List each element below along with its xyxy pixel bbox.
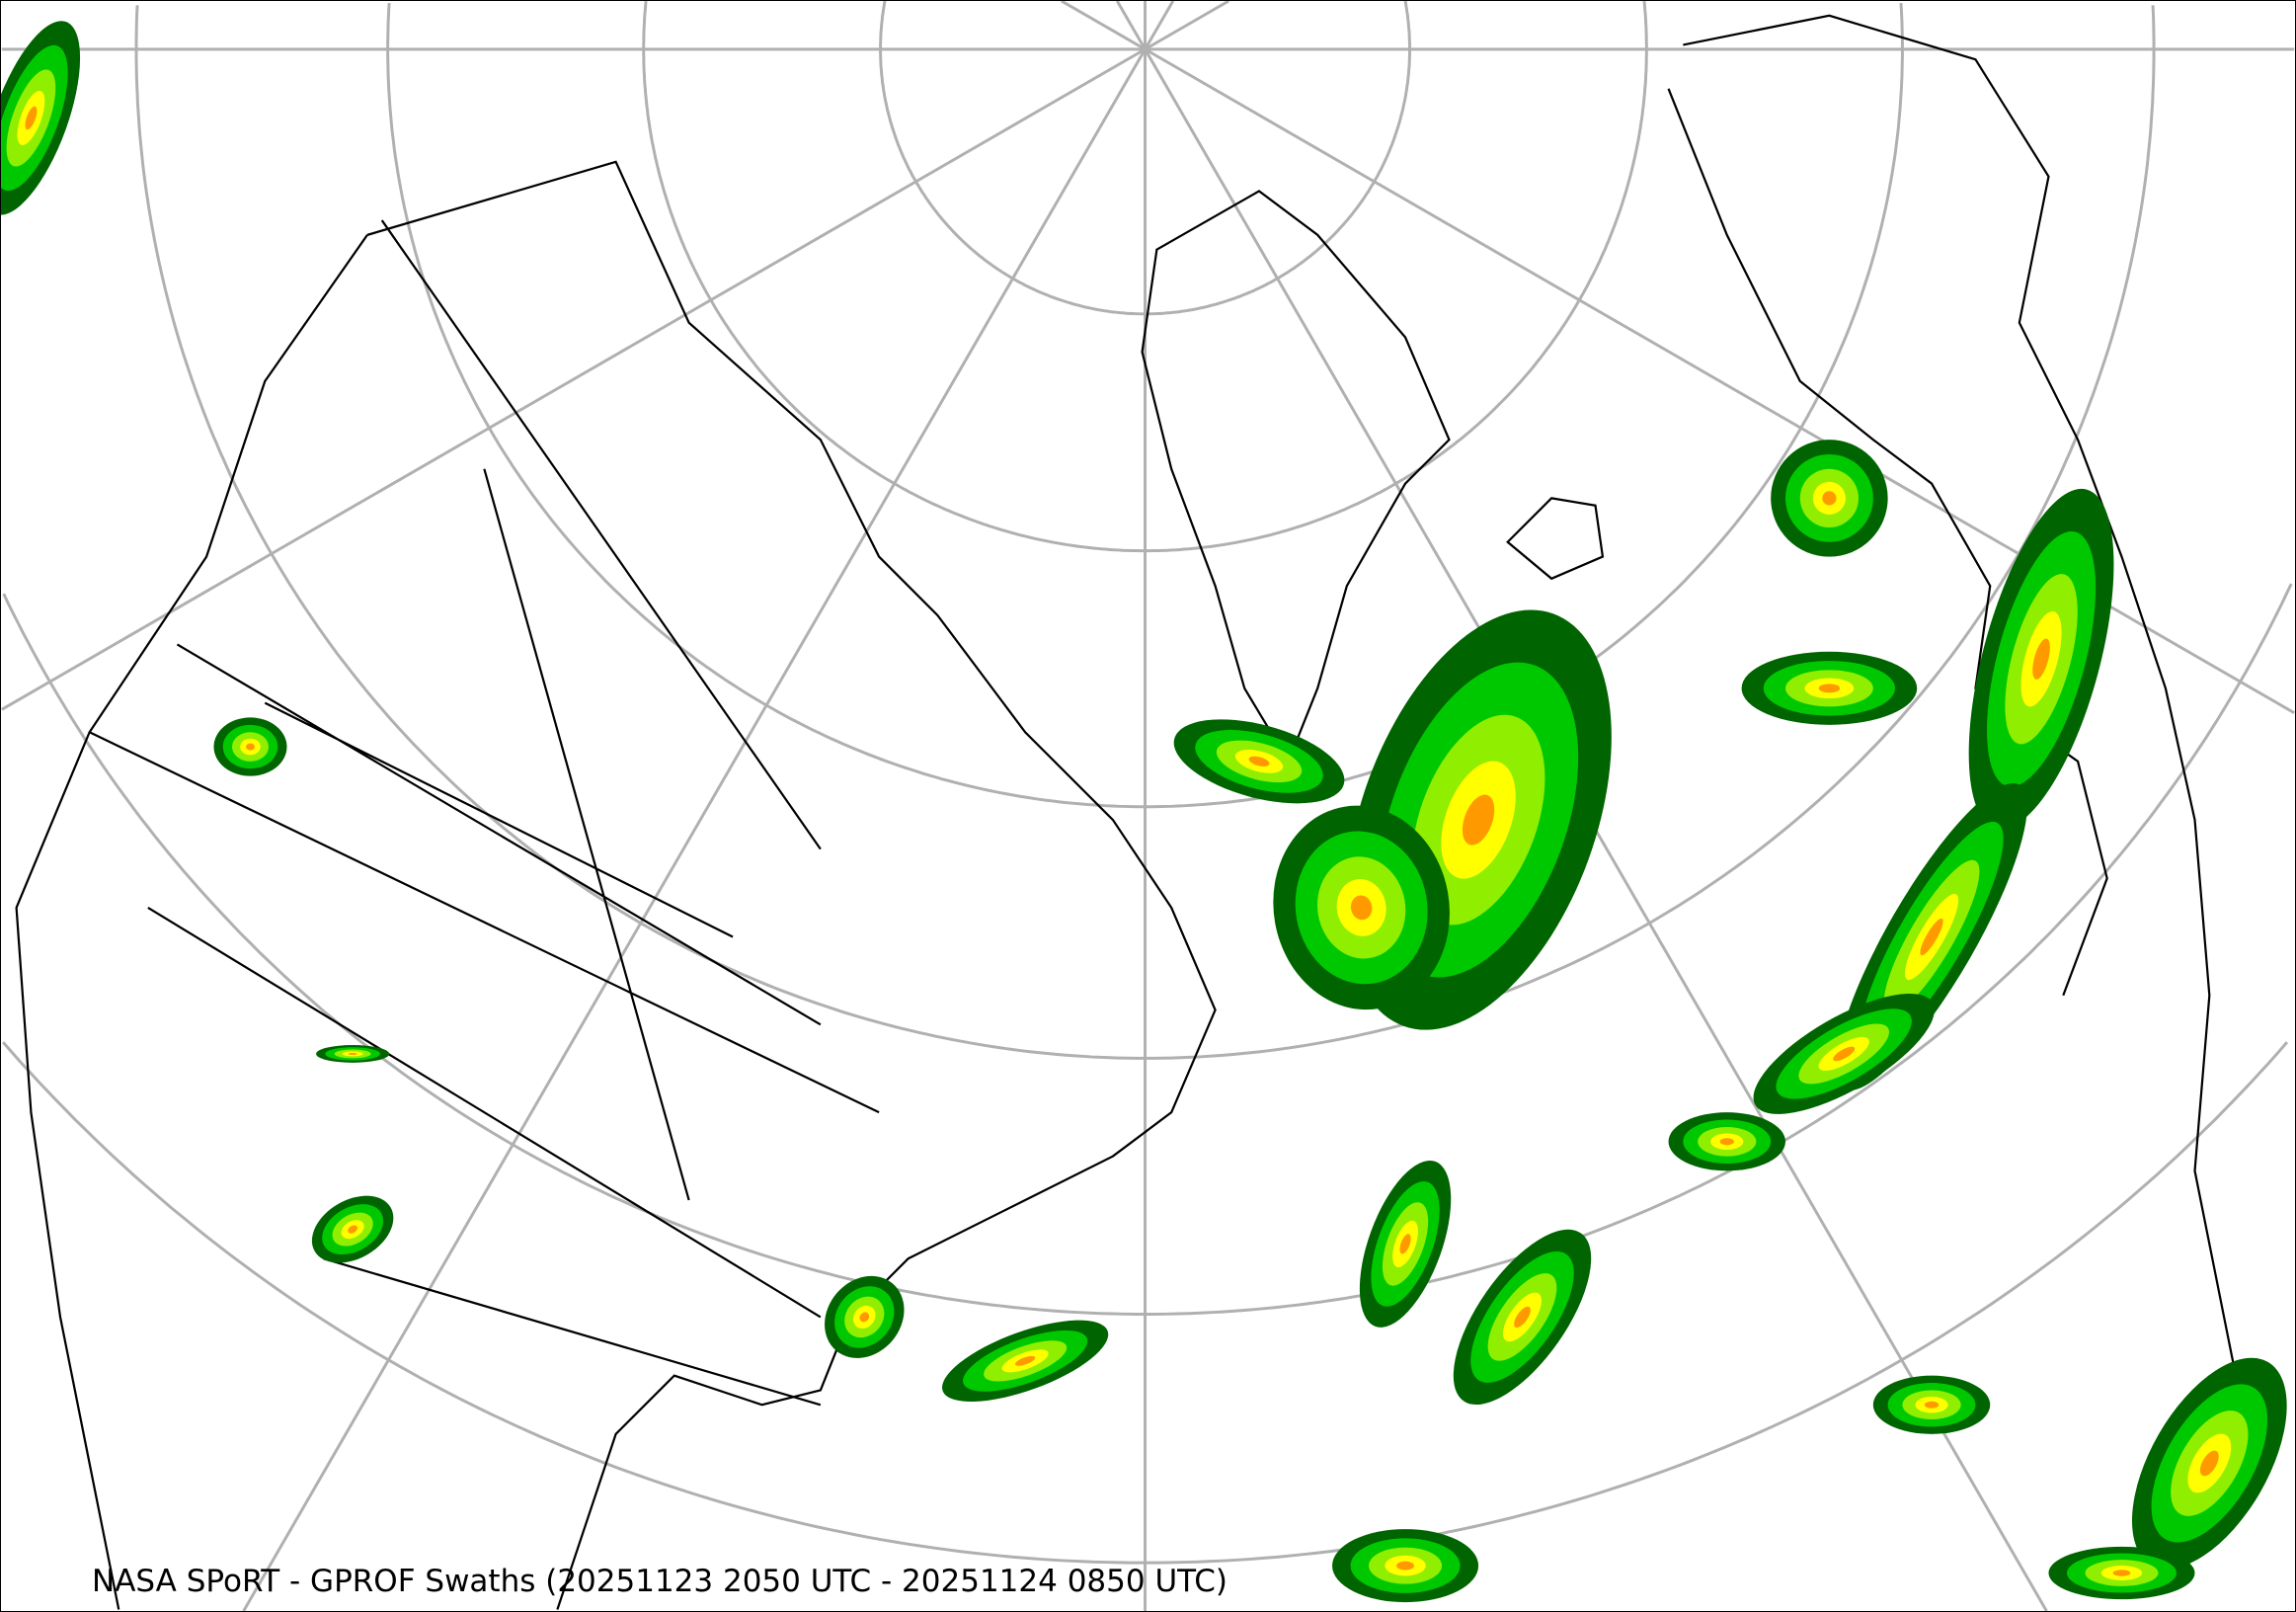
precip-swath <box>348 1225 358 1234</box>
latitude-circle <box>2 583 2293 1316</box>
latitude-circle <box>642 1 1648 553</box>
precip-swath <box>348 1052 357 1056</box>
meridian-line <box>1144 1 1229 51</box>
precip-swath <box>1462 794 1495 846</box>
precip-swath <box>1514 1306 1531 1329</box>
latitude-circle <box>134 5 2156 1060</box>
coastlines-borders <box>15 14 2255 1610</box>
precip-swath <box>1396 1561 1414 1571</box>
map-caption: NASA SPoRT - GPROF Swaths (20251123 2050… <box>92 1564 1227 1599</box>
iceland-outline <box>1506 497 1605 581</box>
meridian-line <box>1144 1 1175 50</box>
precip-swath <box>1719 1138 1734 1146</box>
precip-swath <box>1822 491 1837 506</box>
precip-swath <box>1833 1046 1856 1062</box>
precip-swath <box>246 743 255 751</box>
precip-swath <box>1350 895 1373 921</box>
meridian-line <box>1115 1 1147 50</box>
precip-swath <box>2112 1570 2131 1576</box>
greenland-outline <box>1141 190 1451 765</box>
precip-swath <box>2199 1450 2219 1477</box>
precip-swath <box>2032 638 2050 680</box>
precip-swath <box>1924 1401 1940 1409</box>
precip-swath <box>1818 684 1841 693</box>
latitude-circle <box>386 2 1904 809</box>
precip-swath <box>25 106 38 130</box>
precip-swath <box>859 1312 870 1323</box>
latitude-circle <box>879 1 1411 316</box>
meridian-line <box>1 47 1147 711</box>
precipitation-swaths <box>1 21 2287 1603</box>
precip-swath <box>1920 918 1943 956</box>
meridian-line <box>242 48 1147 1611</box>
meridian-line <box>1144 47 2295 714</box>
precip-swath <box>1248 756 1270 766</box>
meridian-line <box>1061 1 1147 51</box>
state-province-borders <box>89 219 880 1407</box>
europe-outline <box>1667 14 2255 1464</box>
north-america-outline <box>15 160 1217 1610</box>
precip-swath <box>1399 1234 1411 1254</box>
precip-swath <box>1015 1355 1036 1366</box>
